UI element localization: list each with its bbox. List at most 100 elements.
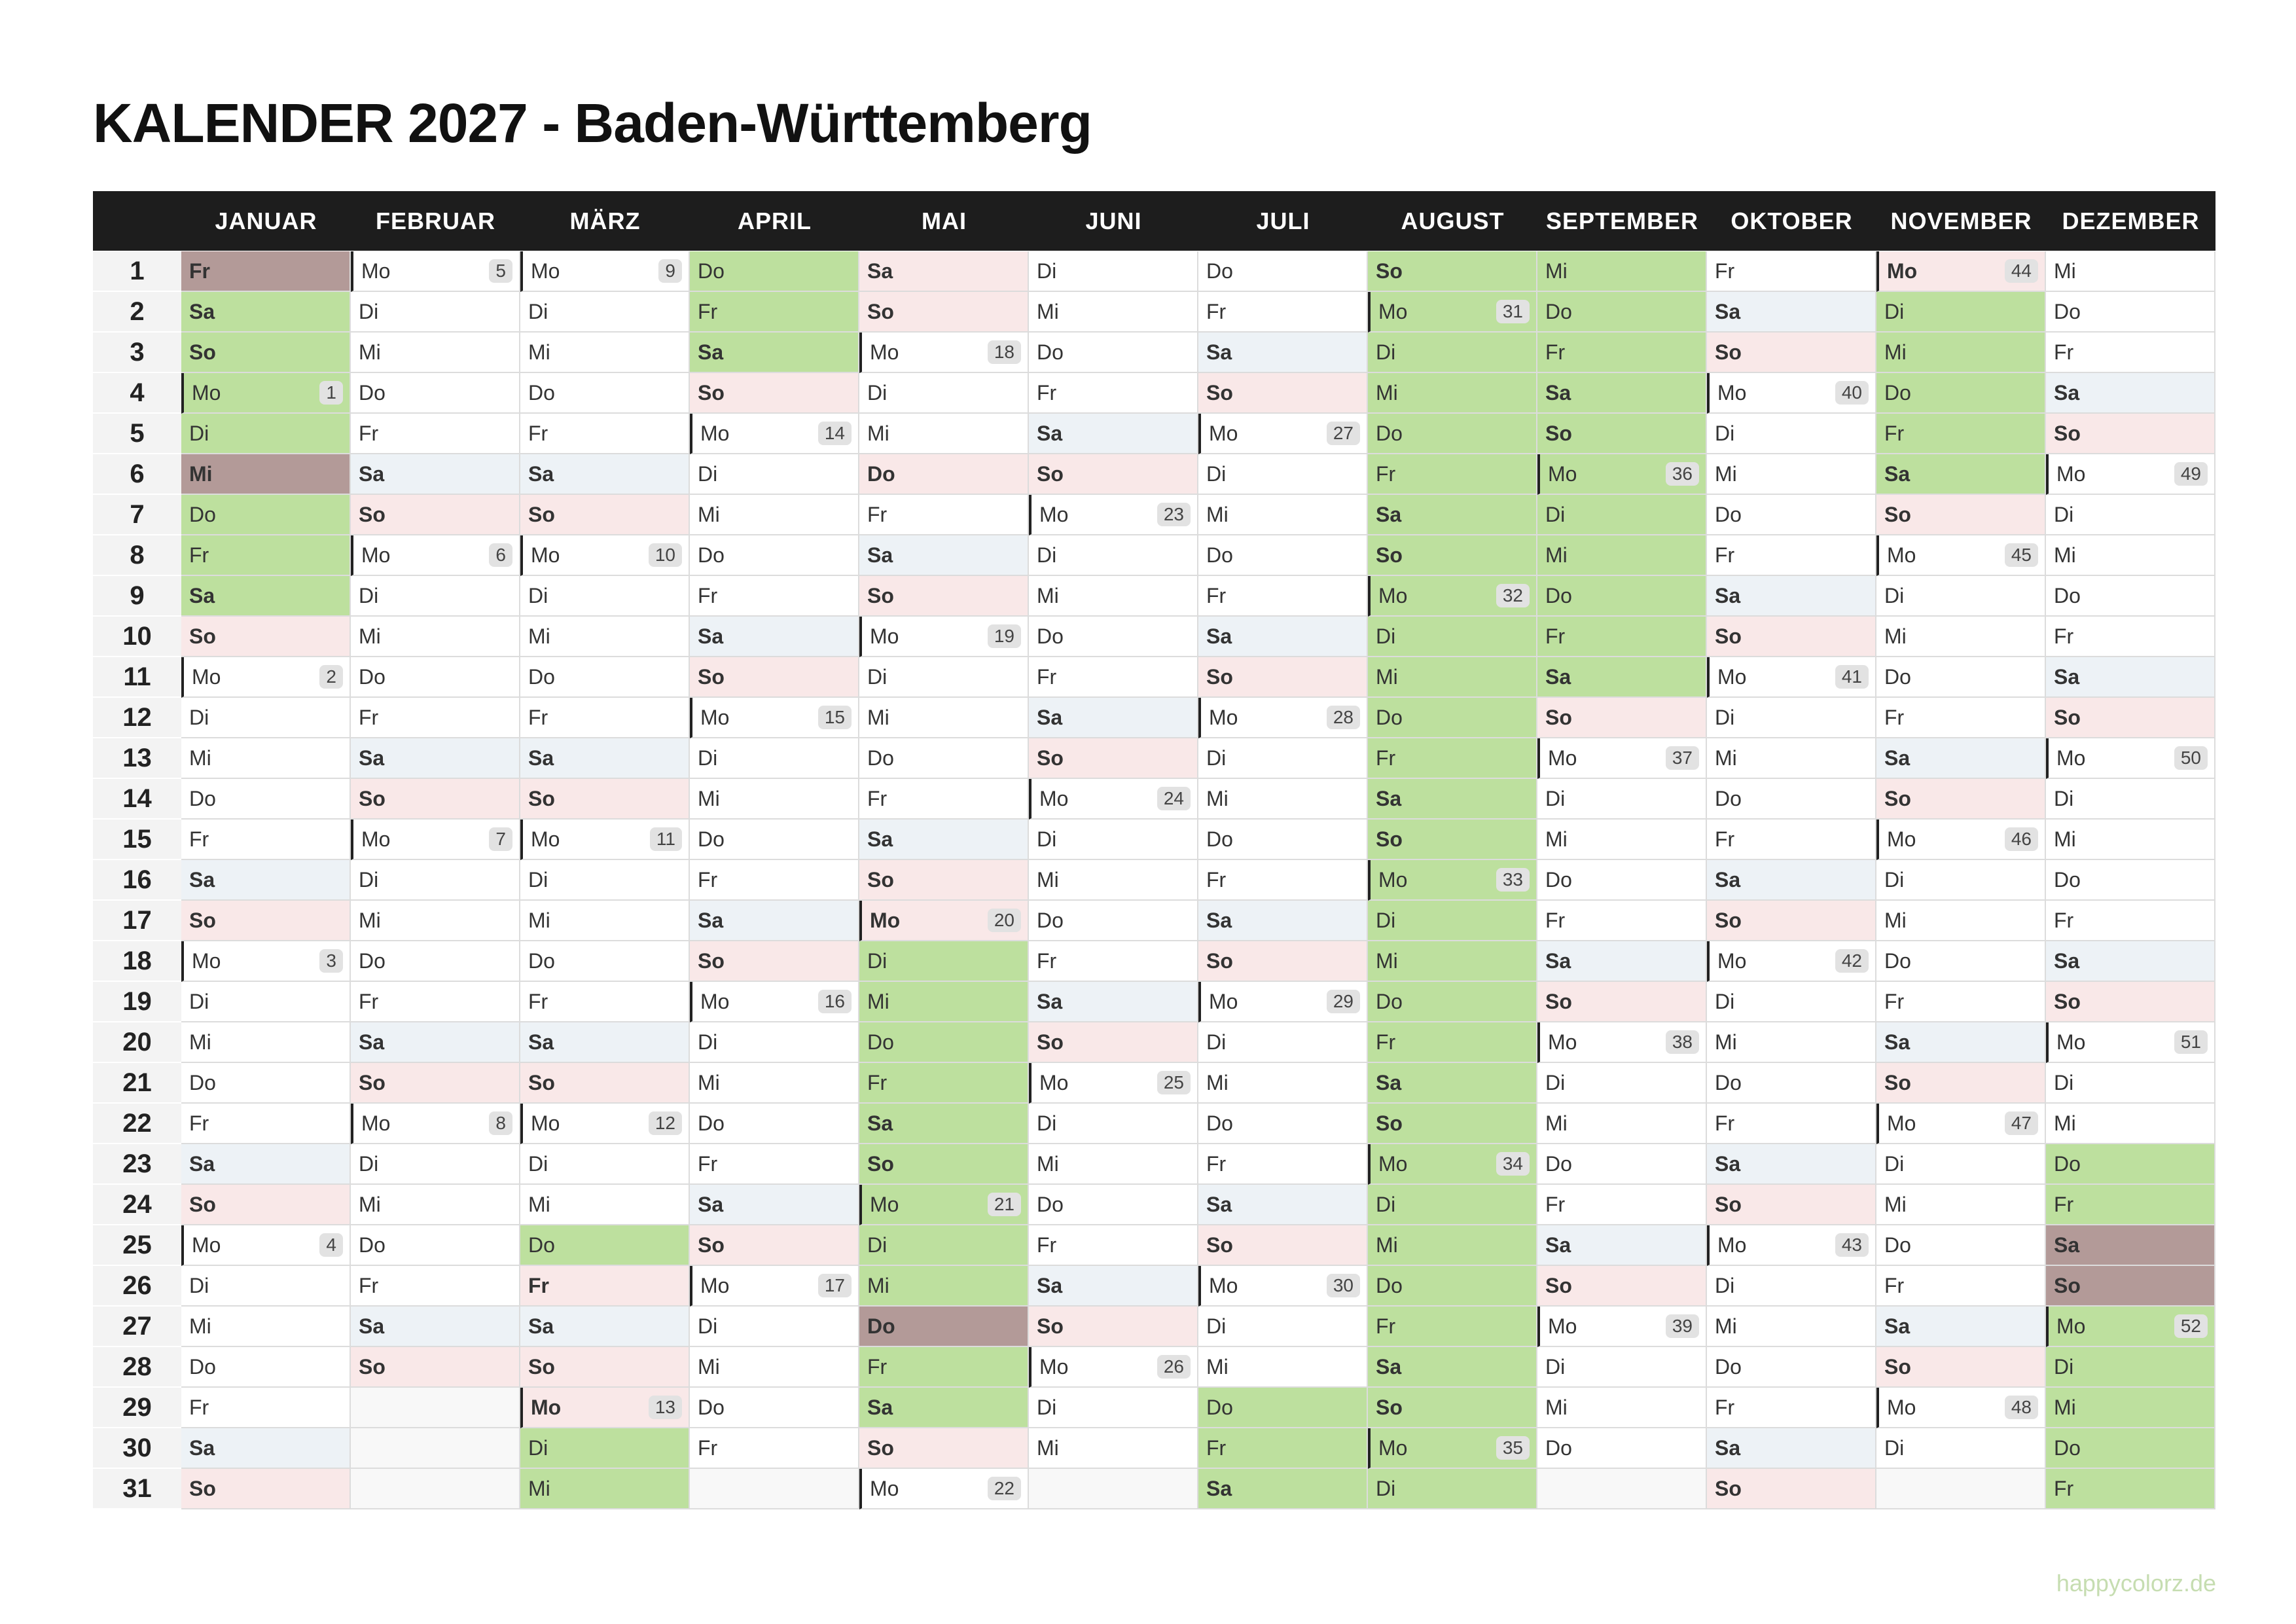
- row-number: 5: [93, 414, 181, 454]
- day-cell: Mo 9: [520, 251, 690, 292]
- day-cell: Sa: [351, 1022, 520, 1063]
- day-cell: Sa: [351, 1307, 520, 1347]
- day-cell: Sa: [859, 1104, 1029, 1144]
- week-number: 10: [648, 543, 682, 567]
- week-number: 33: [1496, 868, 1530, 892]
- weekday: So: [1376, 1395, 1403, 1419]
- weekday: Sa: [189, 583, 215, 607]
- weekday: Mi: [1376, 948, 1398, 973]
- day-cell: Do: [1368, 414, 1537, 454]
- day-cell: Di: [351, 576, 520, 617]
- weekday: Do: [1206, 259, 1233, 283]
- weekday: So: [867, 583, 894, 607]
- weekday: So: [189, 1476, 216, 1500]
- day-cell: Mo 35: [1368, 1428, 1537, 1469]
- day-cell: Mo 7: [351, 820, 520, 860]
- weekday: Do: [2054, 1151, 2081, 1176]
- weekday: Do: [1715, 502, 1742, 526]
- weekday: Sa: [2054, 380, 2080, 405]
- weekday: So: [1715, 908, 1742, 932]
- weekday: Mo: [1548, 1314, 1577, 1338]
- day-cell: Do: [1537, 1144, 1707, 1185]
- day-cell: So: [1876, 495, 2046, 535]
- row-number: 9: [93, 576, 181, 617]
- weekday: Di: [1037, 259, 1057, 283]
- week-number: 50: [2174, 746, 2208, 770]
- weekday: So: [189, 908, 216, 932]
- day-cell: Sa: [1198, 1469, 1368, 1509]
- day-cell: Di: [520, 1428, 690, 1469]
- weekday: Fr: [1884, 705, 1905, 729]
- weekday: Fr: [359, 1273, 379, 1297]
- weekday: So: [359, 502, 386, 526]
- weekday: Sa: [867, 1395, 893, 1419]
- weekday: Mo: [1039, 786, 1069, 810]
- weekday: Sa: [528, 1030, 554, 1054]
- weekday: Do: [1545, 1151, 1572, 1176]
- day-cell: Fr: [2046, 333, 2215, 373]
- row-number: 4: [93, 373, 181, 414]
- weekday: So: [1884, 1354, 1911, 1379]
- weekday: Mi: [698, 786, 720, 810]
- day-cell: Sa: [1537, 657, 1707, 698]
- day-cell: Mo 12: [520, 1104, 690, 1144]
- day-cell: Di: [181, 982, 351, 1022]
- weekday: Mi: [1206, 1354, 1229, 1379]
- weekday: Di: [359, 299, 379, 323]
- weekday: Mo: [2056, 461, 2086, 486]
- day-cell: Mi: [1876, 617, 2046, 657]
- weekday: So: [1884, 786, 1911, 810]
- day-cell: So: [1707, 1469, 1876, 1509]
- day-cell: So: [181, 901, 351, 941]
- weekday: Fr: [867, 502, 888, 526]
- weekday: So: [1884, 1070, 1911, 1094]
- weekday: Fr: [698, 1151, 718, 1176]
- weekday: Sa: [528, 746, 554, 770]
- day-cell: Di: [520, 1144, 690, 1185]
- day-cell: So: [1537, 414, 1707, 454]
- weekday: Di: [189, 989, 209, 1013]
- empty-cell: [351, 1469, 520, 1509]
- day-cell: So: [1707, 901, 1876, 941]
- day-cell: Di: [1029, 251, 1198, 292]
- day-cell: So: [1707, 617, 1876, 657]
- day-cell: Fr: [181, 1104, 351, 1144]
- day-cell: Mo 3: [181, 941, 351, 982]
- weekday: Mi: [2054, 259, 2076, 283]
- day-cell: Di: [1876, 860, 2046, 901]
- day-cell: Do: [859, 1022, 1029, 1063]
- weekday: So: [1206, 948, 1233, 973]
- weekday: Di: [528, 299, 548, 323]
- weekday: Di: [2054, 502, 2074, 526]
- day-cell: Di: [690, 1022, 859, 1063]
- weekday: Mo: [192, 948, 221, 973]
- weekday: Di: [698, 1314, 718, 1338]
- day-cell: Mi: [859, 982, 1029, 1022]
- weekday: So: [359, 786, 386, 810]
- day-cell: Fr: [1537, 1185, 1707, 1225]
- weekday: So: [1206, 380, 1233, 405]
- weekday: Do: [698, 827, 725, 851]
- day-cell: Sa: [1876, 738, 2046, 779]
- weekday: Do: [1545, 299, 1572, 323]
- weekday: Mi: [1037, 299, 1059, 323]
- day-cell: Mo 36: [1537, 454, 1707, 495]
- day-cell: Di: [1198, 1022, 1368, 1063]
- weekday: Mi: [2054, 827, 2076, 851]
- day-cell: Do: [1029, 333, 1198, 373]
- weekday: Mi: [2054, 1111, 2076, 1135]
- day-cell: Mi: [859, 1266, 1029, 1307]
- day-cell: Sa: [351, 454, 520, 495]
- weekday: Mi: [698, 502, 720, 526]
- day-cell: Di: [1368, 333, 1537, 373]
- weekday: Sa: [2054, 1233, 2080, 1257]
- day-cell: Di: [859, 1225, 1029, 1266]
- day-cell: Sa: [1707, 576, 1876, 617]
- weekday: Sa: [1715, 867, 1741, 892]
- weekday: Fr: [1545, 624, 1566, 648]
- weekday: Sa: [1715, 1151, 1741, 1176]
- weekday: Mo: [531, 1395, 562, 1419]
- day-cell: Di: [859, 373, 1029, 414]
- weekday: Fr: [2054, 1476, 2074, 1500]
- weekday: Fr: [867, 1354, 888, 1379]
